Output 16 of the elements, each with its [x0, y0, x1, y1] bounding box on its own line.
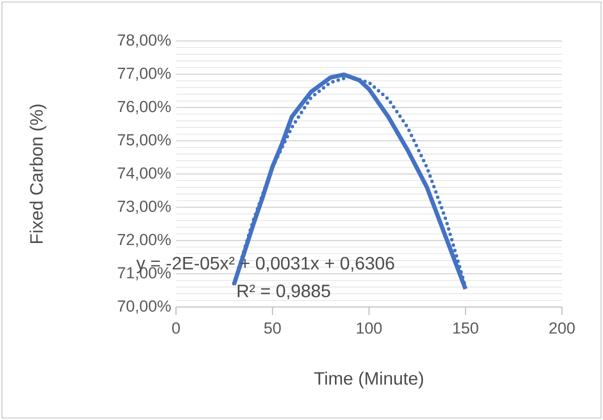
y-tick-label: 72,00% — [118, 234, 171, 248]
y-tick-label: 75,00% — [118, 134, 171, 148]
x-tick-label: 100 — [356, 322, 382, 334]
y-axis-title: Fixed Carbon (%) — [30, 104, 46, 244]
x-tick-label: 50 — [264, 322, 281, 334]
annotation: R² = 0,9885 — [238, 284, 330, 300]
x-tick-label: 150 — [453, 322, 478, 334]
y-tick-label: 78,00% — [118, 34, 171, 48]
x-axis-title: Time (Minute) — [314, 372, 424, 388]
y-tick-label: 76,00% — [118, 100, 171, 114]
x-tick-label: 200 — [549, 322, 575, 334]
y-tick-label: 74,00% — [118, 167, 171, 181]
x-tick-label: 0 — [172, 322, 180, 334]
y-tick-label: 70,00% — [118, 300, 171, 314]
y-tick-label: 77,00% — [118, 68, 171, 81]
y-tick-label: 73,00% — [118, 200, 171, 214]
